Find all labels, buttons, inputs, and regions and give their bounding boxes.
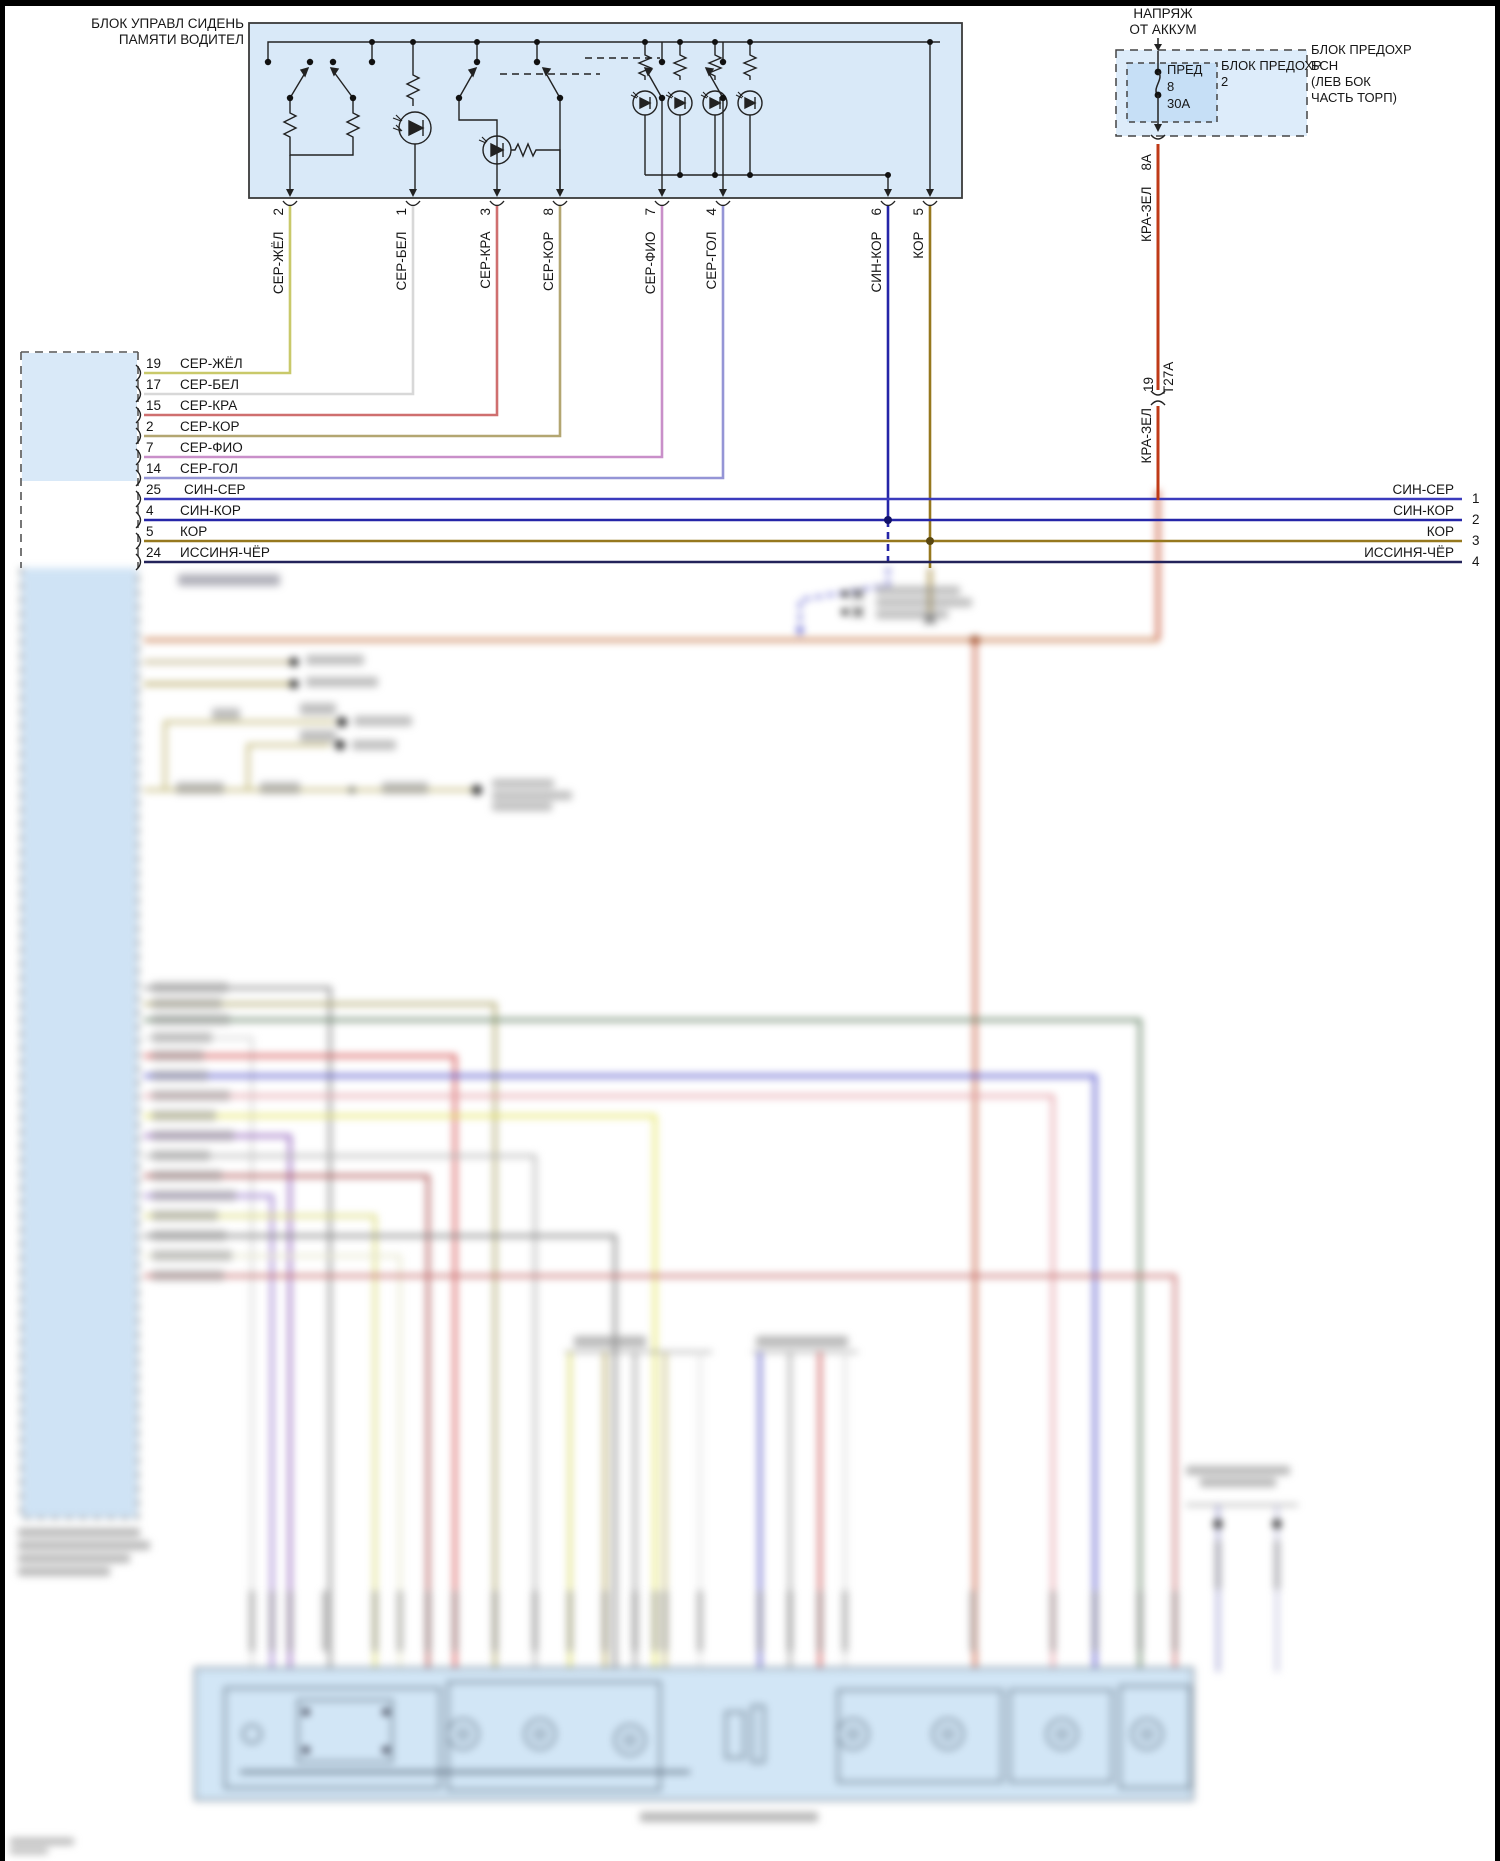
pin-number: 2 xyxy=(146,419,154,434)
pin-wire-name: ИССИНЯ-ЧЁР xyxy=(180,545,270,560)
seat-memory-symbols xyxy=(267,41,940,190)
fuse-outer-label-1: БЛОК ПРЕДОХР xyxy=(1311,42,1412,57)
right-wire-name: ИССИНЯ-ЧЁР xyxy=(1364,545,1454,560)
pin-number: 15 xyxy=(146,398,162,413)
title-line-2: ПАМЯТИ ВОДИТЕЛ xyxy=(118,32,244,47)
pin-wire-name: СИН-КОР xyxy=(180,503,241,518)
wire-label-ser-kor: СЕР-КОР8 xyxy=(541,208,556,291)
bundle-label-smudges xyxy=(152,982,236,1281)
seat-memory-box-title: БЛОК УПРАВЛ СИДЕНЬ ПАМЯТИ ВОДИТЕЛ xyxy=(56,16,244,48)
right-wire-pin: 2 xyxy=(1472,512,1480,527)
pin-wire-name: СИН-СЕР xyxy=(184,482,246,497)
fuse-name: ПРЕД xyxy=(1167,62,1203,77)
pin-wire-name: СЕР-ГОЛ xyxy=(180,461,239,476)
wire-label-kor: КОР5 xyxy=(911,208,926,259)
fuse-symbol xyxy=(1150,38,1166,140)
right-wire-name: СИН-СЕР xyxy=(1392,482,1454,497)
left-block-fill xyxy=(22,353,137,481)
right-wire-pin: 4 xyxy=(1472,554,1480,569)
pin-number: 7 xyxy=(146,440,154,455)
wire-label-ser-kra: СЕР-КРА3 xyxy=(478,208,493,289)
pin-wire-name: СЕР-ФИО xyxy=(180,440,243,455)
fuse-inner-box xyxy=(1126,62,1218,123)
pin-connectors xyxy=(135,364,142,571)
page-border-top xyxy=(0,0,1500,6)
bottom-box-internals xyxy=(224,1681,1191,1791)
splice-connector xyxy=(1150,390,1166,406)
title-line-1: БЛОК УПРАВЛ СИДЕНЬ xyxy=(91,16,244,31)
fuse-outer-label-4: ЧАСТЬ ТОРП) xyxy=(1311,90,1397,105)
wire-label-ser-zhel: СЕР-ЖЁЛ2 xyxy=(271,208,286,295)
wire-label-ser-bel: СЕР-БЕЛ1 xyxy=(394,208,409,291)
fuse-outer-label-2: БСН xyxy=(1311,58,1339,73)
fuse-box-label-2: 2 xyxy=(1221,74,1229,89)
right-wire-pin: 3 xyxy=(1472,533,1480,548)
wire-label-ser-fio: СЕР-ФИО7 xyxy=(643,208,658,295)
pin-wire-name: КОР xyxy=(180,524,208,539)
page-border-left xyxy=(0,0,5,1861)
fuse-box-label-1: БЛОК ПРЕДОХР xyxy=(1221,58,1322,73)
box-exit-connectors xyxy=(282,189,938,207)
right-wire-name: СИН-КОР xyxy=(1393,503,1454,518)
seat-memory-box xyxy=(248,22,963,199)
fuse-outer-label-3: (ЛЕВ БОК xyxy=(1311,74,1371,89)
right-wire-pin: 1 xyxy=(1472,491,1480,506)
wiring-sharp xyxy=(20,22,1462,571)
fuse-rating: 30А xyxy=(1167,96,1191,111)
splice-name-label: Т27А xyxy=(1161,361,1176,394)
wire-bundle xyxy=(144,986,1177,1672)
splice-pin-label: 19 xyxy=(1141,376,1156,392)
pin-wire-name: СЕР-ЖЁЛ xyxy=(180,356,243,371)
left-block-fill-blur xyxy=(22,568,137,1518)
fuse-number: 8 xyxy=(1167,79,1175,94)
battery-wire-label: КРА-ЗЕЛ8А xyxy=(1139,154,1154,242)
pin-number: 24 xyxy=(146,545,162,560)
battery-wire-label-below: КРА-ЗЕЛ xyxy=(1139,408,1154,464)
seat-memory-wires xyxy=(144,206,932,568)
pin-number: 17 xyxy=(146,377,162,392)
right-wire-name: КОР xyxy=(1426,524,1454,539)
pin-wire-name: СЕР-КОР xyxy=(180,419,240,434)
wire-label-sin-kor: СИН-КОР6 xyxy=(869,208,884,293)
pin-wire-name: СЕР-КРА xyxy=(180,398,238,413)
pin-number: 14 xyxy=(146,461,162,476)
page-border-right xyxy=(1495,0,1500,1861)
pin-number: 25 xyxy=(146,482,162,497)
pin-number: 5 xyxy=(146,524,154,539)
pin-number: 4 xyxy=(146,503,154,518)
cross-car-wires xyxy=(144,497,1462,564)
battery-voltage-label: НАПРЯЖ ОТ АККУМ xyxy=(1129,6,1197,37)
wire-label-ser-gol: СЕР-ГОЛ4 xyxy=(704,208,719,290)
junction-dots xyxy=(264,39,933,178)
pin-number: 19 xyxy=(146,356,162,371)
pin-wire-name: СЕР-БЕЛ xyxy=(180,377,239,392)
vertical-label-smudges xyxy=(249,1540,1280,1652)
